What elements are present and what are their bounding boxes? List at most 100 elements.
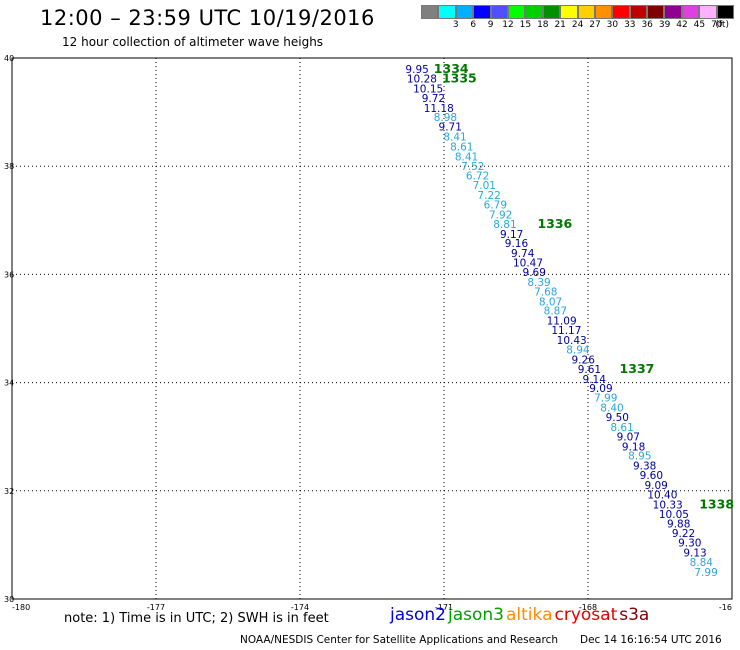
color-scale-label: 70 — [711, 20, 723, 30]
wave-height-value: 9.07 — [617, 432, 640, 444]
color-scale-label: 45 — [693, 20, 706, 30]
color-swatch — [716, 5, 735, 19]
satellite-legend: jason2 jason3 altika cryosat s3a — [390, 605, 651, 625]
color-scale-label: 21 — [554, 20, 566, 30]
wave-height-value: 10.47 — [513, 257, 543, 269]
wave-height-value: 9.38 — [633, 460, 656, 472]
color-scale-label: 3 — [452, 20, 459, 30]
note-text: note: 1) Time is in UTC; 2) SWH is in fe… — [64, 611, 329, 626]
wave-height-value: 11.17 — [551, 325, 581, 337]
color-scale-label: 6 — [470, 20, 477, 30]
color-swatch — [560, 5, 578, 19]
wave-height-value: 8.84 — [690, 557, 714, 569]
color-scale-label: 30 — [606, 20, 619, 30]
footer-timestamp: Dec 14 16:16:54 UTC 2016 — [580, 634, 722, 646]
wave-height-value: 8.81 — [493, 219, 516, 231]
wave-height-value: 9.30 — [678, 538, 701, 550]
color-scale-labels: 3 6 9 12 15 18 21 24 27 30 33 36 39 42 45 70 (ft) — [421, 19, 740, 33]
lon-tick-label: -177 — [147, 603, 165, 612]
color-swatch — [525, 5, 543, 19]
color-scale-label: 12 — [502, 20, 514, 30]
lon-tick-label: -171 — [435, 603, 453, 612]
wave-height-value: 9.74 — [511, 248, 535, 260]
color-scale-label: 15 — [519, 20, 532, 30]
wave-height-value: 6.79 — [484, 200, 507, 212]
wave-height-value: 9.61 — [578, 364, 601, 376]
lat-tick-label: 38 — [4, 162, 14, 171]
wave-height-value: 6.72 — [466, 170, 489, 182]
wave-height-value: 8.41 — [443, 131, 466, 143]
lat-tick-label: 34 — [4, 379, 14, 388]
wave-height-value: 7.92 — [489, 209, 512, 221]
legend-item-jason2: jason2 — [390, 605, 446, 625]
color-swatch — [455, 5, 474, 19]
wave-height-value: 8.94 — [566, 345, 590, 357]
wave-height-value: 8.39 — [527, 277, 550, 289]
color-scale-label: 36 — [641, 20, 653, 30]
lon-tick-label: -168 — [579, 603, 597, 612]
wave-height-value: 10.05 — [659, 509, 689, 521]
wave-height-value: 9.71 — [439, 122, 462, 134]
wave-height-value: 10.33 — [653, 499, 683, 511]
wave-height-value: 9.09 — [589, 383, 612, 395]
color-scale-label: 27 — [589, 20, 601, 30]
wave-height-value: 9.95 — [405, 64, 428, 76]
wave-height-value: 9.18 — [622, 441, 645, 453]
wave-height-value: 9.60 — [640, 470, 663, 482]
color-scale-label: 39 — [658, 20, 671, 30]
wave-height-value: 9.13 — [683, 547, 706, 559]
wave-height-value: 9.22 — [672, 528, 695, 540]
color-scale-unit: (ft) — [715, 20, 729, 30]
wave-height-value: 9.09 — [644, 480, 667, 492]
color-swatch — [507, 5, 526, 19]
wave-height-value: 8.87 — [544, 306, 567, 318]
lon-tick-label: -174 — [291, 603, 309, 612]
color-swatch — [594, 5, 613, 19]
legend-item-s3a: s3a — [619, 605, 650, 625]
wave-height-value: 9.69 — [523, 267, 546, 279]
wave-height-value: 7.99 — [694, 567, 717, 579]
wave-height-value: 7.22 — [477, 190, 500, 202]
color-swatch — [490, 5, 508, 19]
legend-item-jason3: jason3 — [448, 605, 504, 625]
color-scale-legend: 3 6 9 12 15 18 21 24 27 30 33 36 39 42 45 70 (ft) — [421, 5, 740, 33]
wave-height-value: 9.72 — [422, 93, 445, 105]
color-swatch — [577, 5, 595, 19]
wave-height-value: 10.40 — [647, 490, 677, 502]
wave-height-value: 10.15 — [413, 83, 443, 95]
color-swatch — [473, 5, 491, 19]
color-swatch — [421, 5, 439, 19]
wave-height-value: 8.61 — [610, 422, 633, 434]
wave-height-value: 8.07 — [539, 296, 562, 308]
wave-height-value: 7.01 — [473, 180, 496, 192]
legend-item-cryosat: cryosat — [554, 605, 618, 625]
wave-height-value: 8.40 — [600, 402, 623, 414]
lat-tick-label: 36 — [4, 270, 14, 279]
wave-height-value: 9.17 — [500, 229, 523, 241]
wave-height-value: 11.18 — [424, 103, 454, 115]
footer-credit: NOAA/NESDIS Center for Satellite Applica… — [240, 634, 558, 646]
wave-height-value: 9.26 — [572, 354, 596, 366]
pass-number-label: 1336 — [537, 216, 572, 231]
lon-tick-label: -16 — [719, 603, 732, 612]
legend-item-altika: altika — [506, 605, 553, 625]
wave-height-value: 9.50 — [606, 412, 629, 424]
plot-frame — [11, 57, 733, 600]
pass-number-label: 1338 — [699, 496, 734, 511]
lat-tick-label: 40 — [4, 54, 14, 63]
wave-height-value: 9.16 — [505, 238, 529, 250]
color-swatch — [681, 5, 700, 19]
wave-height-value: 10.43 — [557, 335, 587, 347]
color-swatch — [664, 5, 682, 19]
wave-height-value: 11.09 — [547, 315, 577, 327]
wave-height-value: 7.52 — [461, 161, 484, 173]
pass-number-label: 1334 — [434, 61, 469, 76]
color-swatch — [629, 5, 648, 19]
color-swatch — [647, 5, 665, 19]
color-swatch — [699, 5, 717, 19]
pass-number-label: 1337 — [620, 361, 655, 376]
wave-height-value: 9.14 — [583, 374, 607, 386]
color-swatch — [438, 5, 456, 19]
wave-height-value: 8.41 — [455, 151, 478, 163]
